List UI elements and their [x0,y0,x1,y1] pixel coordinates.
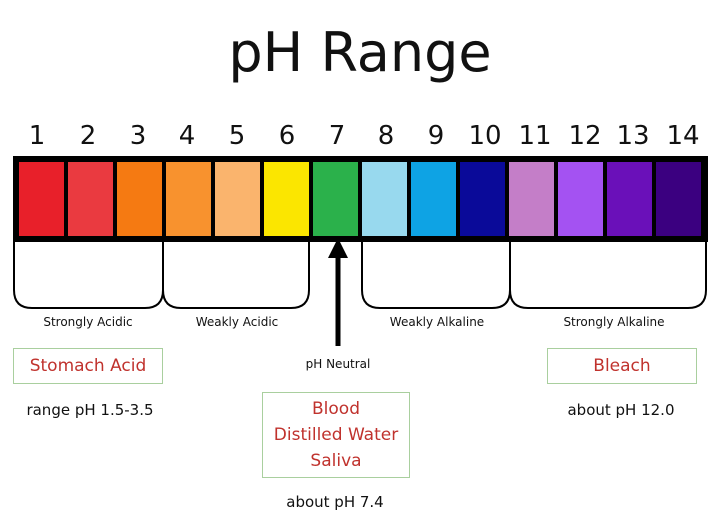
bracket-weakly-alkaline [361,238,511,309]
ph-number-11: 11 [518,121,552,151]
label-weakly-alkaline: Weakly Alkaline [389,315,485,329]
ph-number-1: 1 [28,121,46,151]
example-bleach: Bleach [593,356,651,376]
example-bleach-box: Bleach [547,348,697,384]
ph-cell-1 [19,162,64,236]
neutral-note: about pH 7.4 [286,493,384,511]
example-neutral-box: Blood Distilled Water Saliva [262,392,410,478]
ph-number-12: 12 [568,121,602,151]
example-stomach-acid-box: Stomach Acid [13,348,163,384]
label-strongly-alkaline: Strongly Alkaline [563,315,665,329]
ph-cell-9 [411,162,456,236]
ph-cell-14 [656,162,701,236]
label-ph-neutral: pH Neutral [305,357,371,371]
ph-cell-12 [558,162,603,236]
ph-number-10: 10 [468,121,502,151]
bleach-note: about pH 12.0 [567,401,675,419]
example-saliva: Saliva [310,451,362,471]
example-distilled-water: Distilled Water [273,425,399,445]
ph-cell-7 [313,162,358,236]
ph-number-6: 6 [278,121,296,151]
ph-cell-8 [362,162,407,236]
bracket-strongly-alkaline [509,238,707,309]
ph-number-3: 3 [129,121,147,151]
ph-cell-3 [117,162,162,236]
ph-color-strip [13,156,708,242]
ph-number-9: 9 [427,121,445,151]
ph-cell-4 [166,162,211,236]
label-weakly-acidic: Weakly Acidic [195,315,279,329]
ph-cell-5 [215,162,260,236]
neutral-arrow-head [328,238,348,258]
bracket-weakly-acidic [162,238,310,309]
ph-cell-10 [460,162,505,236]
ph-number-4: 4 [178,121,196,151]
ph-number-14: 14 [666,121,700,151]
ph-number-7: 7 [328,121,346,151]
stomach-acid-note: range pH 1.5-3.5 [26,401,154,419]
ph-cell-6 [264,162,309,236]
example-stomach-acid: Stomach Acid [29,356,147,376]
ph-number-2: 2 [79,121,97,151]
ph-cell-2 [68,162,113,236]
bracket-strongly-acidic [13,238,164,309]
ph-number-5: 5 [228,121,246,151]
example-blood: Blood [312,399,360,419]
ph-number-8: 8 [377,121,395,151]
ph-cell-11 [509,162,554,236]
ph-cell-13 [607,162,652,236]
label-strongly-acidic: Strongly Acidic [43,315,133,329]
diagram-title: pH Range [228,21,492,84]
ph-number-13: 13 [616,121,650,151]
